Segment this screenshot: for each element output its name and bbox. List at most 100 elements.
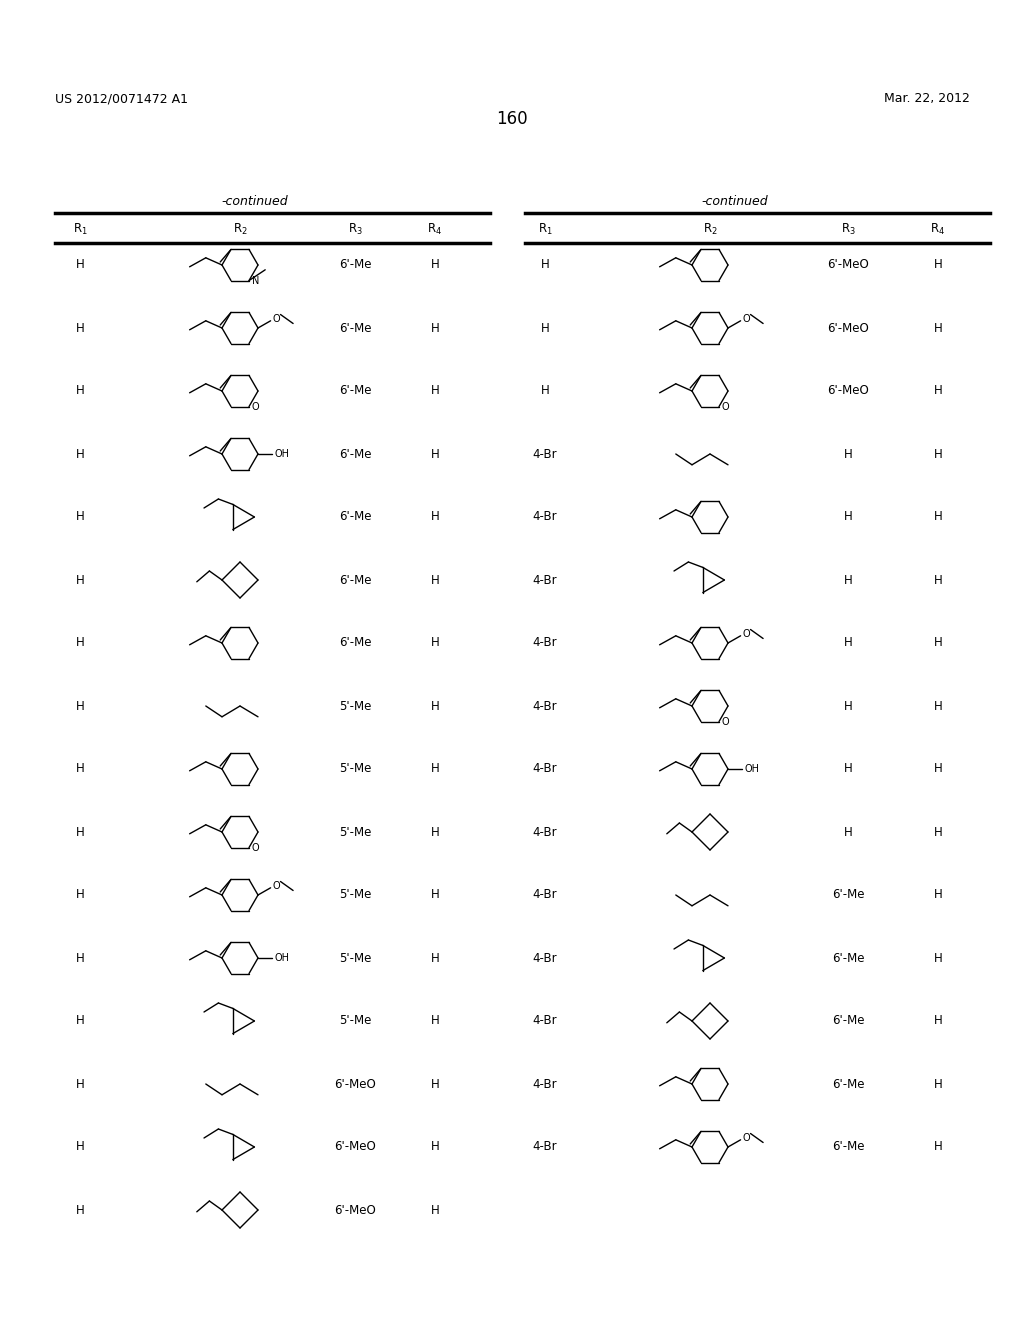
Text: H: H [431, 1015, 439, 1027]
Text: H: H [844, 700, 852, 713]
Text: H: H [934, 636, 942, 649]
Text: 4-Br: 4-Br [532, 763, 557, 776]
Text: H: H [934, 322, 942, 334]
Text: 6'-Me: 6'-Me [339, 447, 372, 461]
Text: H: H [934, 259, 942, 272]
Text: O: O [721, 717, 729, 726]
Text: 4-Br: 4-Br [532, 636, 557, 649]
Text: H: H [431, 511, 439, 524]
Text: H: H [76, 825, 84, 838]
Text: US 2012/0071472 A1: US 2012/0071472 A1 [55, 92, 188, 106]
Text: H: H [431, 888, 439, 902]
Text: 4-Br: 4-Br [532, 825, 557, 838]
Text: H: H [76, 1077, 84, 1090]
Text: H: H [76, 573, 84, 586]
Text: R$_2$: R$_2$ [232, 222, 248, 236]
Text: 6'-Me: 6'-Me [339, 636, 372, 649]
Text: O: O [742, 1133, 751, 1143]
Text: 4-Br: 4-Br [532, 1015, 557, 1027]
Text: H: H [76, 700, 84, 713]
Text: H: H [431, 952, 439, 965]
Text: H: H [844, 447, 852, 461]
Text: O: O [721, 401, 729, 412]
Text: H: H [76, 1204, 84, 1217]
Text: H: H [431, 1077, 439, 1090]
Text: 4-Br: 4-Br [532, 700, 557, 713]
Text: H: H [431, 700, 439, 713]
Text: H: H [934, 1077, 942, 1090]
Text: 4-Br: 4-Br [532, 888, 557, 902]
Text: R$_3$: R$_3$ [841, 222, 855, 236]
Text: 4-Br: 4-Br [532, 1077, 557, 1090]
Text: H: H [76, 1015, 84, 1027]
Text: 5'-Me: 5'-Me [339, 700, 371, 713]
Text: 6'-Me: 6'-Me [339, 322, 372, 334]
Text: 4-Br: 4-Br [532, 952, 557, 965]
Text: H: H [934, 1140, 942, 1154]
Text: 6'-Me: 6'-Me [831, 888, 864, 902]
Text: H: H [844, 636, 852, 649]
Text: 5'-Me: 5'-Me [339, 825, 371, 838]
Text: 6'-Me: 6'-Me [831, 1140, 864, 1154]
Text: Mar. 22, 2012: Mar. 22, 2012 [884, 92, 970, 106]
Text: H: H [934, 573, 942, 586]
Text: 6'-Me: 6'-Me [339, 511, 372, 524]
Text: H: H [541, 322, 549, 334]
Text: H: H [431, 636, 439, 649]
Text: R$_3$: R$_3$ [347, 222, 362, 236]
Text: H: H [76, 447, 84, 461]
Text: H: H [76, 322, 84, 334]
Text: -continued: -continued [221, 195, 289, 209]
Text: O: O [272, 880, 281, 891]
Text: 5'-Me: 5'-Me [339, 952, 371, 965]
Text: H: H [934, 825, 942, 838]
Text: H: H [76, 1140, 84, 1154]
Text: 6'-MeO: 6'-MeO [827, 384, 869, 397]
Text: H: H [934, 511, 942, 524]
Text: R$_4$: R$_4$ [427, 222, 442, 236]
Text: 4-Br: 4-Br [532, 447, 557, 461]
Text: H: H [431, 1140, 439, 1154]
Text: H: H [76, 888, 84, 902]
Text: R$_2$: R$_2$ [702, 222, 718, 236]
Text: H: H [431, 573, 439, 586]
Text: H: H [934, 888, 942, 902]
Text: H: H [431, 825, 439, 838]
Text: H: H [844, 763, 852, 776]
Text: H: H [431, 763, 439, 776]
Text: H: H [431, 384, 439, 397]
Text: H: H [431, 1204, 439, 1217]
Text: H: H [934, 1015, 942, 1027]
Text: 6'-Me: 6'-Me [339, 259, 372, 272]
Text: 160: 160 [497, 110, 527, 128]
Text: H: H [431, 322, 439, 334]
Text: -continued: -continued [701, 195, 768, 209]
Text: 6'-Me: 6'-Me [339, 384, 372, 397]
Text: H: H [934, 384, 942, 397]
Text: 5'-Me: 5'-Me [339, 763, 371, 776]
Text: 6'-MeO: 6'-MeO [334, 1204, 376, 1217]
Text: H: H [934, 700, 942, 713]
Text: 6'-MeO: 6'-MeO [827, 322, 869, 334]
Text: H: H [541, 384, 549, 397]
Text: H: H [934, 447, 942, 461]
Text: 6'-MeO: 6'-MeO [827, 259, 869, 272]
Text: H: H [76, 384, 84, 397]
Text: H: H [934, 763, 942, 776]
Text: O: O [742, 314, 751, 323]
Text: H: H [76, 259, 84, 272]
Text: 5'-Me: 5'-Me [339, 1015, 371, 1027]
Text: H: H [76, 952, 84, 965]
Text: 4-Br: 4-Br [532, 573, 557, 586]
Text: OH: OH [274, 449, 290, 459]
Text: 6'-Me: 6'-Me [831, 952, 864, 965]
Text: 6'-MeO: 6'-MeO [334, 1077, 376, 1090]
Text: H: H [76, 511, 84, 524]
Text: H: H [934, 952, 942, 965]
Text: H: H [431, 447, 439, 461]
Text: 4-Br: 4-Br [532, 1140, 557, 1154]
Text: H: H [76, 763, 84, 776]
Text: R$_1$: R$_1$ [538, 222, 552, 236]
Text: 6'-Me: 6'-Me [831, 1015, 864, 1027]
Text: 6'-MeO: 6'-MeO [334, 1140, 376, 1154]
